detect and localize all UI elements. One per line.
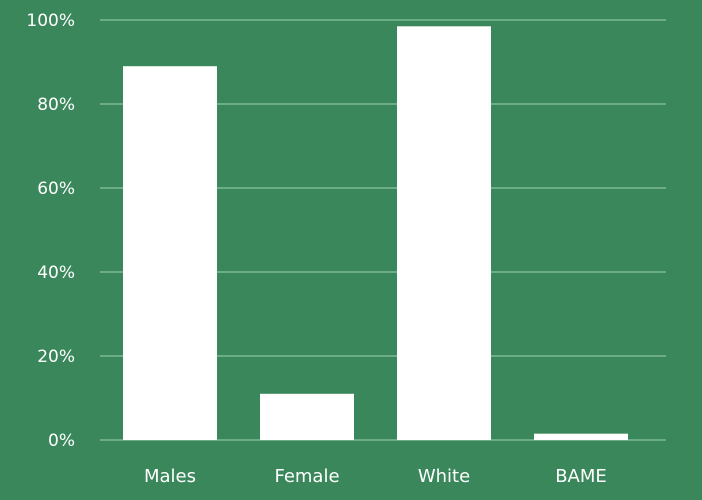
y-tick-label: 80% [37, 95, 75, 115]
bars [123, 26, 628, 441]
x-category-label: Males [144, 466, 196, 487]
bar-female [260, 393, 354, 440]
bar-bame [534, 433, 628, 440]
y-tick-label: 20% [37, 347, 75, 367]
x-category-label: BAME [555, 466, 607, 487]
bar-males [123, 66, 217, 440]
bar-white [397, 26, 491, 441]
x-axis-category-labels: Males Female White BAME [144, 466, 607, 487]
x-category-label: White [418, 466, 470, 487]
x-category-label: Female [274, 466, 339, 487]
y-tick-label: 100% [26, 11, 75, 31]
y-tick-label: 60% [37, 179, 75, 199]
y-tick-label: 40% [37, 263, 75, 283]
y-axis-tick-labels: 0% 20% 40% 60% 80% 100% [26, 11, 75, 451]
y-tick-label: 0% [48, 431, 75, 451]
